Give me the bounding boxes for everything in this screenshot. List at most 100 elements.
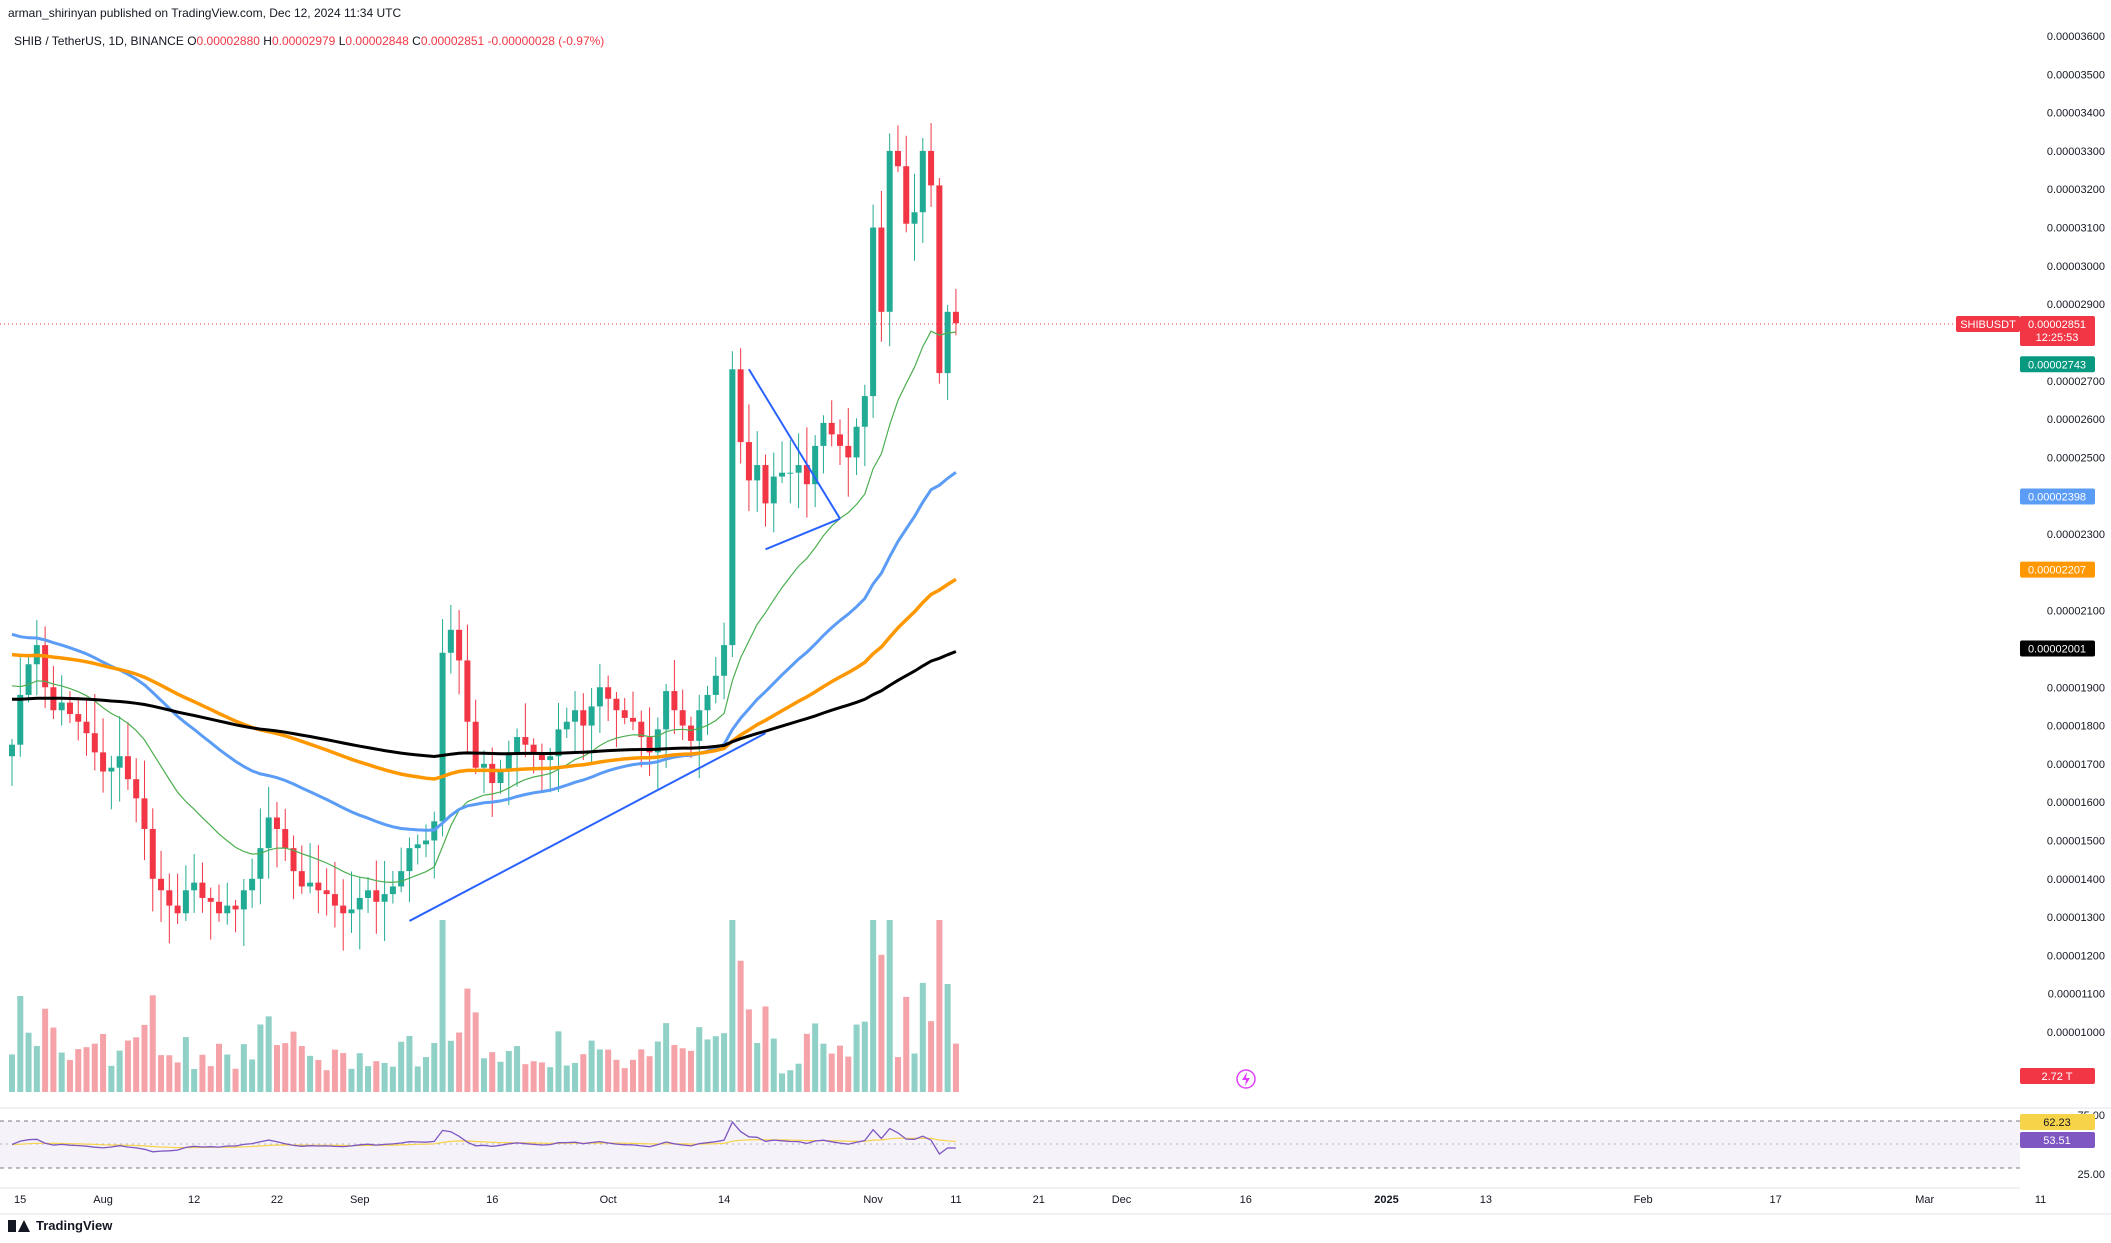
price-tick: 0.00003100 [2047, 223, 2105, 235]
symbol-name[interactable]: SHIB / TetherUS, 1D, BINANCE [14, 34, 184, 48]
candle-body [663, 691, 670, 730]
volume-bar [870, 920, 877, 1092]
volume-bar [340, 1053, 347, 1092]
candle-body [216, 901, 222, 914]
candle-body [9, 744, 15, 757]
volume-bar [952, 1043, 959, 1092]
tradingview-brand[interactable]: TradingView [8, 1218, 112, 1233]
candle-body [406, 848, 413, 872]
candle-body [273, 817, 280, 829]
ema-price-label: 0.00002001 [2028, 644, 2086, 656]
price-tick: 0.00003600 [2047, 31, 2105, 43]
volume-bar [779, 1073, 786, 1092]
candle-body [894, 150, 901, 167]
volume-bar [25, 1032, 32, 1092]
volume-bar [919, 982, 926, 1092]
time-tick: 16 [486, 1194, 498, 1206]
open-label: O [187, 34, 197, 48]
last-price-bg [2020, 316, 2095, 346]
volume-bar [812, 1023, 819, 1092]
candle-body [257, 848, 264, 879]
ema50-line [11, 471, 957, 832]
time-tick: Sep [350, 1194, 370, 1206]
ema-layer [11, 330, 957, 884]
volume-bar [944, 983, 951, 1092]
price-tick: 0.00001100 [2048, 989, 2105, 1001]
candle-body [182, 890, 189, 914]
candle-body [398, 871, 405, 887]
candle-body [141, 798, 148, 829]
candle-body [654, 729, 661, 753]
volume-bar [663, 1023, 670, 1092]
candle-body [605, 687, 612, 699]
volume-bar [480, 1058, 487, 1092]
volume-bar [17, 995, 24, 1092]
rsi-ma-line [11, 1137, 956, 1149]
volume-bar [745, 1009, 752, 1092]
price-tick: 0.00002100 [2047, 606, 2105, 618]
volume-bar [605, 1049, 612, 1092]
candle-body [878, 227, 885, 312]
candle-body [124, 756, 131, 780]
rsi-value-label: 53.51 [2043, 1135, 2071, 1147]
symbol-tag-bg [1956, 316, 2020, 332]
high-label: H [263, 34, 272, 48]
candle-body [91, 733, 98, 753]
candle-body [331, 894, 338, 906]
candle-body [588, 706, 595, 726]
candle-body [290, 848, 297, 872]
candle-body [207, 897, 214, 902]
flash-icon[interactable] [1236, 1069, 1256, 1089]
volume-bar [141, 1024, 148, 1092]
rsi-value-label-bg [2020, 1132, 2095, 1148]
candle-body [787, 472, 794, 474]
volume-bar [50, 1027, 57, 1092]
tradingview-logo-icon [8, 1219, 30, 1232]
time-tick: Oct [600, 1194, 617, 1206]
volume-bar [216, 1043, 222, 1092]
candle-body [472, 721, 479, 768]
volume-bar [795, 1063, 802, 1092]
trendline [765, 517, 841, 551]
ema-price-label: 0.00002398 [2028, 491, 2086, 503]
publish-line: arman_shirinyan published on TradingView… [8, 6, 402, 20]
candle-body [133, 779, 140, 799]
price-axis[interactable]: 0.00003600 0.00003500 0.00003400 0.00003300… [2047, 0, 2105, 1039]
volume-bar [439, 920, 446, 1092]
volume-bar [845, 1056, 852, 1092]
volume-bar [638, 1049, 645, 1092]
candle-body [911, 212, 918, 224]
volume-bar [903, 996, 910, 1092]
ema20-line [11, 330, 956, 884]
volume-bar [878, 954, 885, 1092]
candle-body [919, 150, 926, 213]
time-tick: Dec [1112, 1194, 1132, 1206]
candle-body [307, 882, 314, 887]
candle-body [770, 476, 777, 504]
volume-bar [182, 1037, 189, 1092]
volume-bar [522, 1064, 529, 1092]
volume-bar [58, 1052, 65, 1092]
candle-body [298, 871, 305, 887]
volume-bar [538, 1062, 545, 1092]
time-tick: 11 [2035, 1194, 2046, 1206]
volume-bar [389, 1066, 396, 1092]
volume-bar [572, 1062, 579, 1092]
volume-bar [563, 1065, 570, 1092]
candle-body [174, 905, 181, 914]
candle-body [456, 629, 463, 661]
volume-bar [365, 1066, 372, 1092]
time-axis[interactable]: 15 Aug 12 22 Sep 16 Oct 14 Nov 11 21 Dec 16 2025 13 Feb… [14, 1194, 2046, 1206]
volume-bar [75, 1049, 82, 1092]
volume-bar [414, 1066, 421, 1092]
volume-bar [91, 1043, 98, 1092]
last-price-label: 0.00002851 [2028, 319, 2086, 331]
time-tick: 2025 [1374, 1194, 1398, 1206]
volume-bar [754, 1042, 761, 1092]
symbol-legend: SHIB / TetherUS, 1D, BINANCE O0.00002880… [14, 34, 604, 48]
rsi-ma-value-label-bg [2020, 1114, 2095, 1130]
candle-body [754, 465, 761, 481]
candle-body [191, 882, 198, 891]
candle-body [630, 717, 636, 722]
